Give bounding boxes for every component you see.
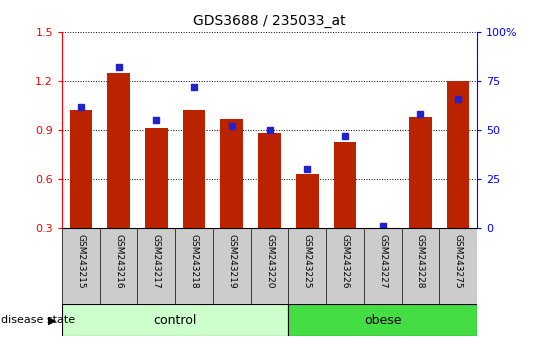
Text: GSM243225: GSM243225 (303, 234, 312, 289)
Bar (409, 117, 432, 228)
Bar (447, 81, 469, 228)
Bar (258, 133, 281, 228)
Bar (334, 142, 356, 228)
Bar (107, 73, 130, 228)
Text: GSM243215: GSM243215 (77, 234, 85, 289)
Text: control: control (154, 314, 197, 327)
Text: disease state: disease state (1, 315, 75, 325)
Bar (70, 110, 92, 228)
Text: GSM243217: GSM243217 (152, 234, 161, 289)
Bar (288, 304, 477, 336)
Text: GSM243227: GSM243227 (378, 234, 387, 289)
Text: ■: ■ (67, 353, 79, 354)
Bar (220, 119, 243, 228)
Text: obese: obese (364, 314, 402, 327)
Bar (296, 174, 319, 228)
Bar (145, 129, 168, 228)
Text: GSM243219: GSM243219 (227, 234, 236, 289)
Bar (183, 110, 205, 228)
Text: GSM243216: GSM243216 (114, 234, 123, 289)
Title: GDS3688 / 235033_at: GDS3688 / 235033_at (193, 14, 346, 28)
Text: GSM243275: GSM243275 (454, 234, 462, 289)
Text: GSM243226: GSM243226 (341, 234, 349, 289)
Text: GSM243218: GSM243218 (190, 234, 198, 289)
Text: GSM243228: GSM243228 (416, 234, 425, 289)
Text: ▶: ▶ (48, 315, 57, 325)
Text: GSM243220: GSM243220 (265, 234, 274, 289)
Bar (62, 304, 288, 336)
